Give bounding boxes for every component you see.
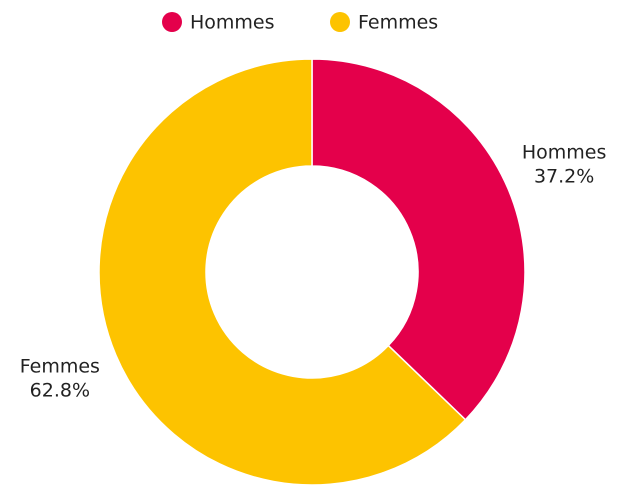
legend-marker: [162, 12, 182, 32]
slice-value-label: 37.2%: [534, 165, 594, 187]
slice-label: Hommes: [522, 141, 607, 163]
donut-slice: [311, 58, 526, 421]
legend-marker: [330, 12, 350, 32]
donut-slice: [98, 58, 467, 486]
legend-label: Hommes: [190, 12, 275, 34]
slice-value-label: 62.8%: [30, 380, 90, 402]
legend-label: Femmes: [358, 12, 438, 34]
slice-label: Femmes: [20, 356, 100, 378]
